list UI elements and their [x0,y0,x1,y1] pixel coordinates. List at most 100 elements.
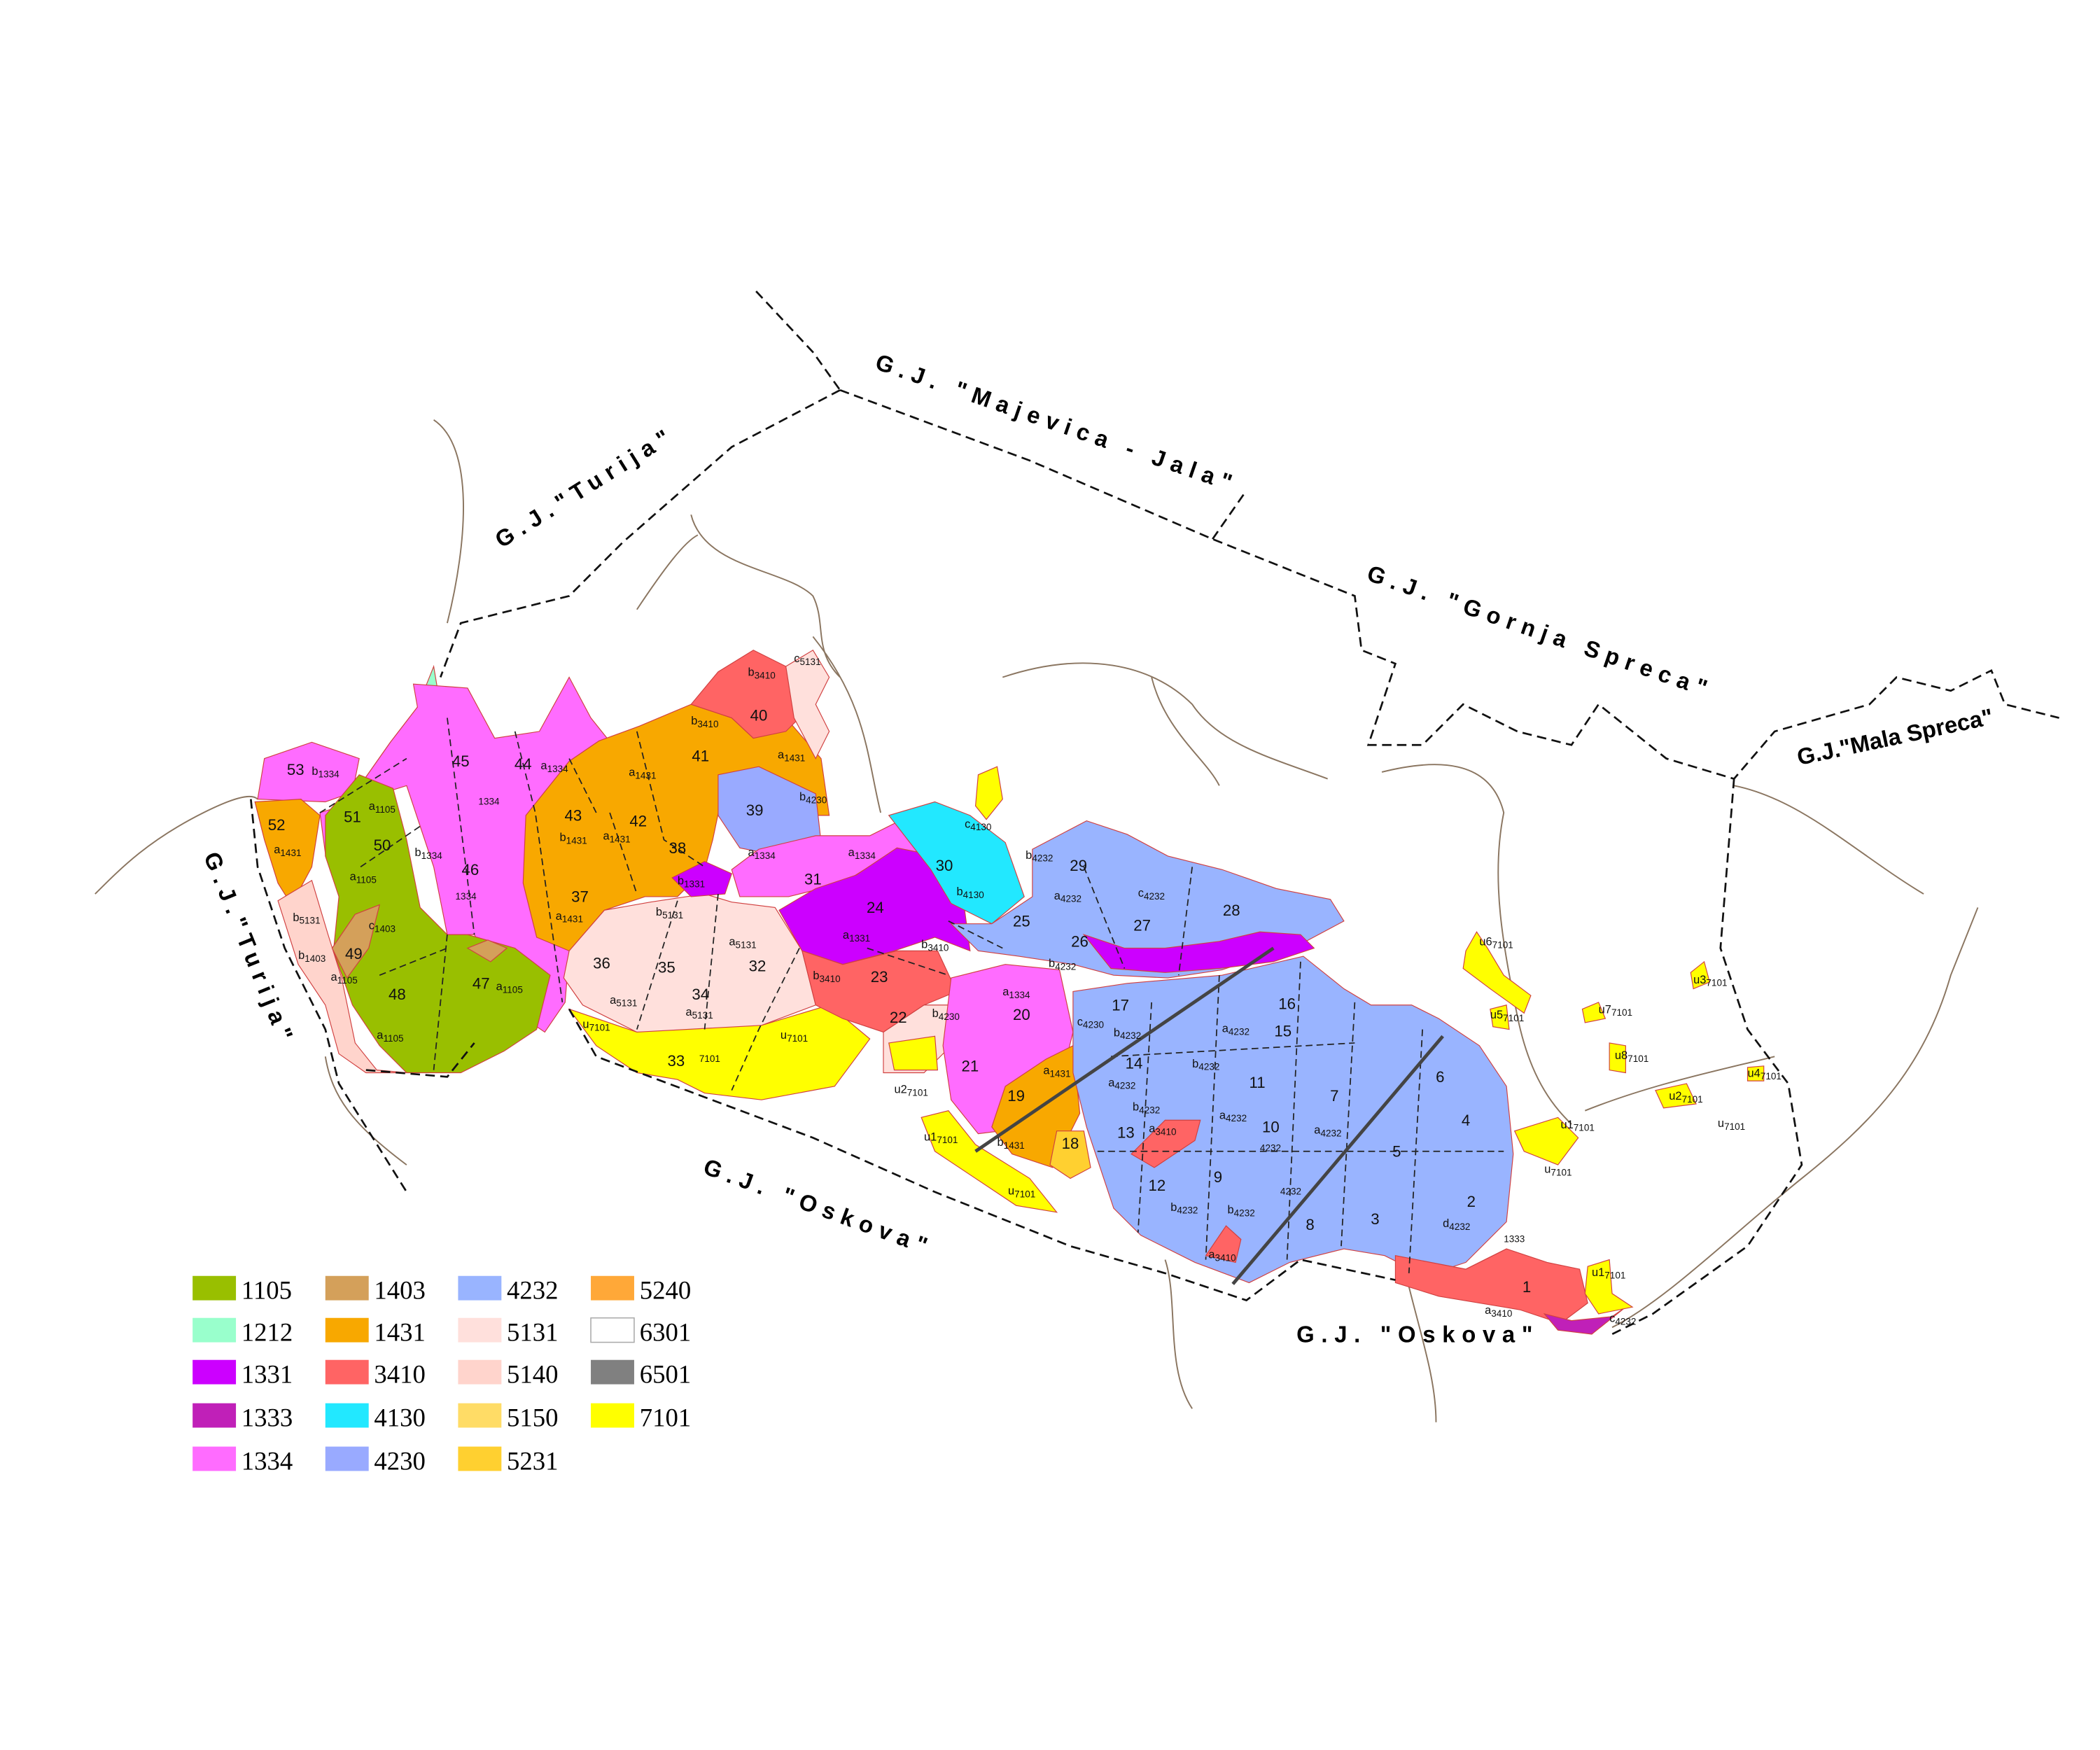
legend-label: 5231 [507,1446,559,1475]
compartment-number: 47 [472,975,490,993]
compartment-number: 26 [1071,933,1088,951]
subdivision-label: c4232 [1609,1312,1636,1327]
legend-swatch [192,1403,237,1428]
legend-label: 1105 [241,1276,292,1305]
region-label-mala-spreca: G.J."Mala Spreca" [1795,704,1996,770]
subdivision-label: b4232 [1227,1204,1254,1219]
compartment-number: 8 [1306,1216,1314,1233]
stand-4130 [888,801,1025,925]
legend-label: 1333 [241,1404,293,1432]
subdivision-label: u17101 [924,1130,958,1145]
compartment-boundary [1137,1002,1152,1233]
river-line [1151,677,1220,786]
subdivision-label: a1105 [331,971,358,986]
compartment-number: 43 [565,807,582,825]
compartment-number: 17 [1112,996,1129,1014]
legend-label: 1403 [374,1276,426,1305]
compartment-number: 41 [692,747,709,764]
compartment-number: 40 [750,706,768,724]
stand-7101 [1690,960,1711,990]
subdivision-label: b4232 [1114,1026,1141,1041]
subdivision-label: b4232 [1026,849,1053,864]
legend-swatch [325,1403,369,1428]
stand-7101 [1609,1042,1626,1074]
legend-item-1333: 1333 [192,1404,293,1432]
river-line [690,514,841,678]
subdivision-label: a1431 [274,844,301,858]
stand-5140 [277,879,407,1074]
subdivision-label: a4232 [1222,1022,1250,1037]
subdivision-label: b3410 [691,715,718,729]
subdivision-label: b3410 [748,666,775,681]
compartment-number: 13 [1117,1124,1135,1141]
subdivision-label: b4232 [1049,958,1076,972]
legend-label: 5150 [507,1404,559,1432]
subdivision-label: a4232 [1108,1077,1135,1091]
subdivision-label: c4230 [1077,1016,1104,1030]
legend-swatch [590,1317,635,1343]
subdivision-label: b4230 [799,791,827,806]
legend-label: 1331 [241,1360,293,1389]
legend-label: 4230 [374,1446,426,1475]
subdivision-label: b1334 [312,765,340,780]
subdivision-label: a1334 [748,846,776,861]
region-label-oskova-south: G.J. "Oskova" [700,1154,937,1261]
legend-item-1331: 1331 [192,1360,293,1389]
compartment-boundary [731,948,800,1091]
subdivision-label: d4232 [1443,1217,1470,1232]
subdivision-label: 7101 [699,1054,720,1064]
power-line [974,946,1275,1153]
subdivision-label: u7101 [1718,1117,1745,1132]
subdivision-label: a1431 [556,910,583,925]
stand-1334 [257,741,360,803]
management-unit-border [250,799,408,1193]
compartment-number: 28 [1223,902,1240,919]
river-line [812,636,882,813]
compartment-number: 11 [1249,1074,1265,1091]
legend-label: 1334 [241,1446,293,1475]
stand-5131 [785,649,830,760]
compartment-number: 20 [1013,1006,1030,1023]
compartment-boundary [1286,961,1301,1260]
compartment-number: 36 [593,955,610,972]
stand-7101 [1655,1083,1697,1109]
river-line [1584,1056,1775,1112]
compartment-boundary [609,812,638,895]
legend-item-1105: 1105 [192,1276,292,1305]
subdivision-label: a4232 [1054,890,1082,904]
river-line [1002,662,1329,780]
legend-swatch [458,1359,502,1385]
legend-swatch [325,1317,369,1343]
legend-item-3410: 3410 [325,1360,426,1389]
legend-swatch [591,1275,634,1301]
compartment-number: 49 [345,945,363,962]
region-label-gornja-spreca: G.J. "Gornja Spreca" [1364,560,1717,703]
legend-label: 7101 [640,1404,692,1432]
legend-label: 5240 [640,1276,692,1305]
subdivision-label: a1334 [540,760,568,774]
compartment-number: 48 [388,986,406,1003]
compartment-boundary [1177,867,1194,976]
subdivision-label: 1333 [1504,1233,1525,1244]
legend-item-7101: 7101 [591,1404,691,1432]
subdivision-label: c4232 [1138,887,1165,902]
legend-swatch [192,1317,237,1343]
compartment-number: 2 [1467,1193,1476,1210]
compartment-number: 16 [1278,995,1296,1013]
compartment-number: 19 [1007,1087,1025,1105]
subdivision-label: 4232 [1260,1143,1281,1154]
compartment-boundary [867,947,949,976]
stand-3410 [1205,1225,1242,1264]
legend-label: 6301 [640,1318,692,1347]
region-label-turija-north: G.J."Turija" [490,421,680,552]
legend-label: 4232 [507,1276,559,1305]
legend-item-1212: 1212 [192,1318,293,1347]
compartment-number: 23 [871,968,888,986]
river-line [1381,764,1572,1125]
legend-item-5240: 5240 [591,1276,691,1305]
subdivision-label: b4232 [1192,1058,1219,1072]
compartment-boundary [636,900,678,1030]
legend-item-6501: 6501 [591,1360,691,1389]
